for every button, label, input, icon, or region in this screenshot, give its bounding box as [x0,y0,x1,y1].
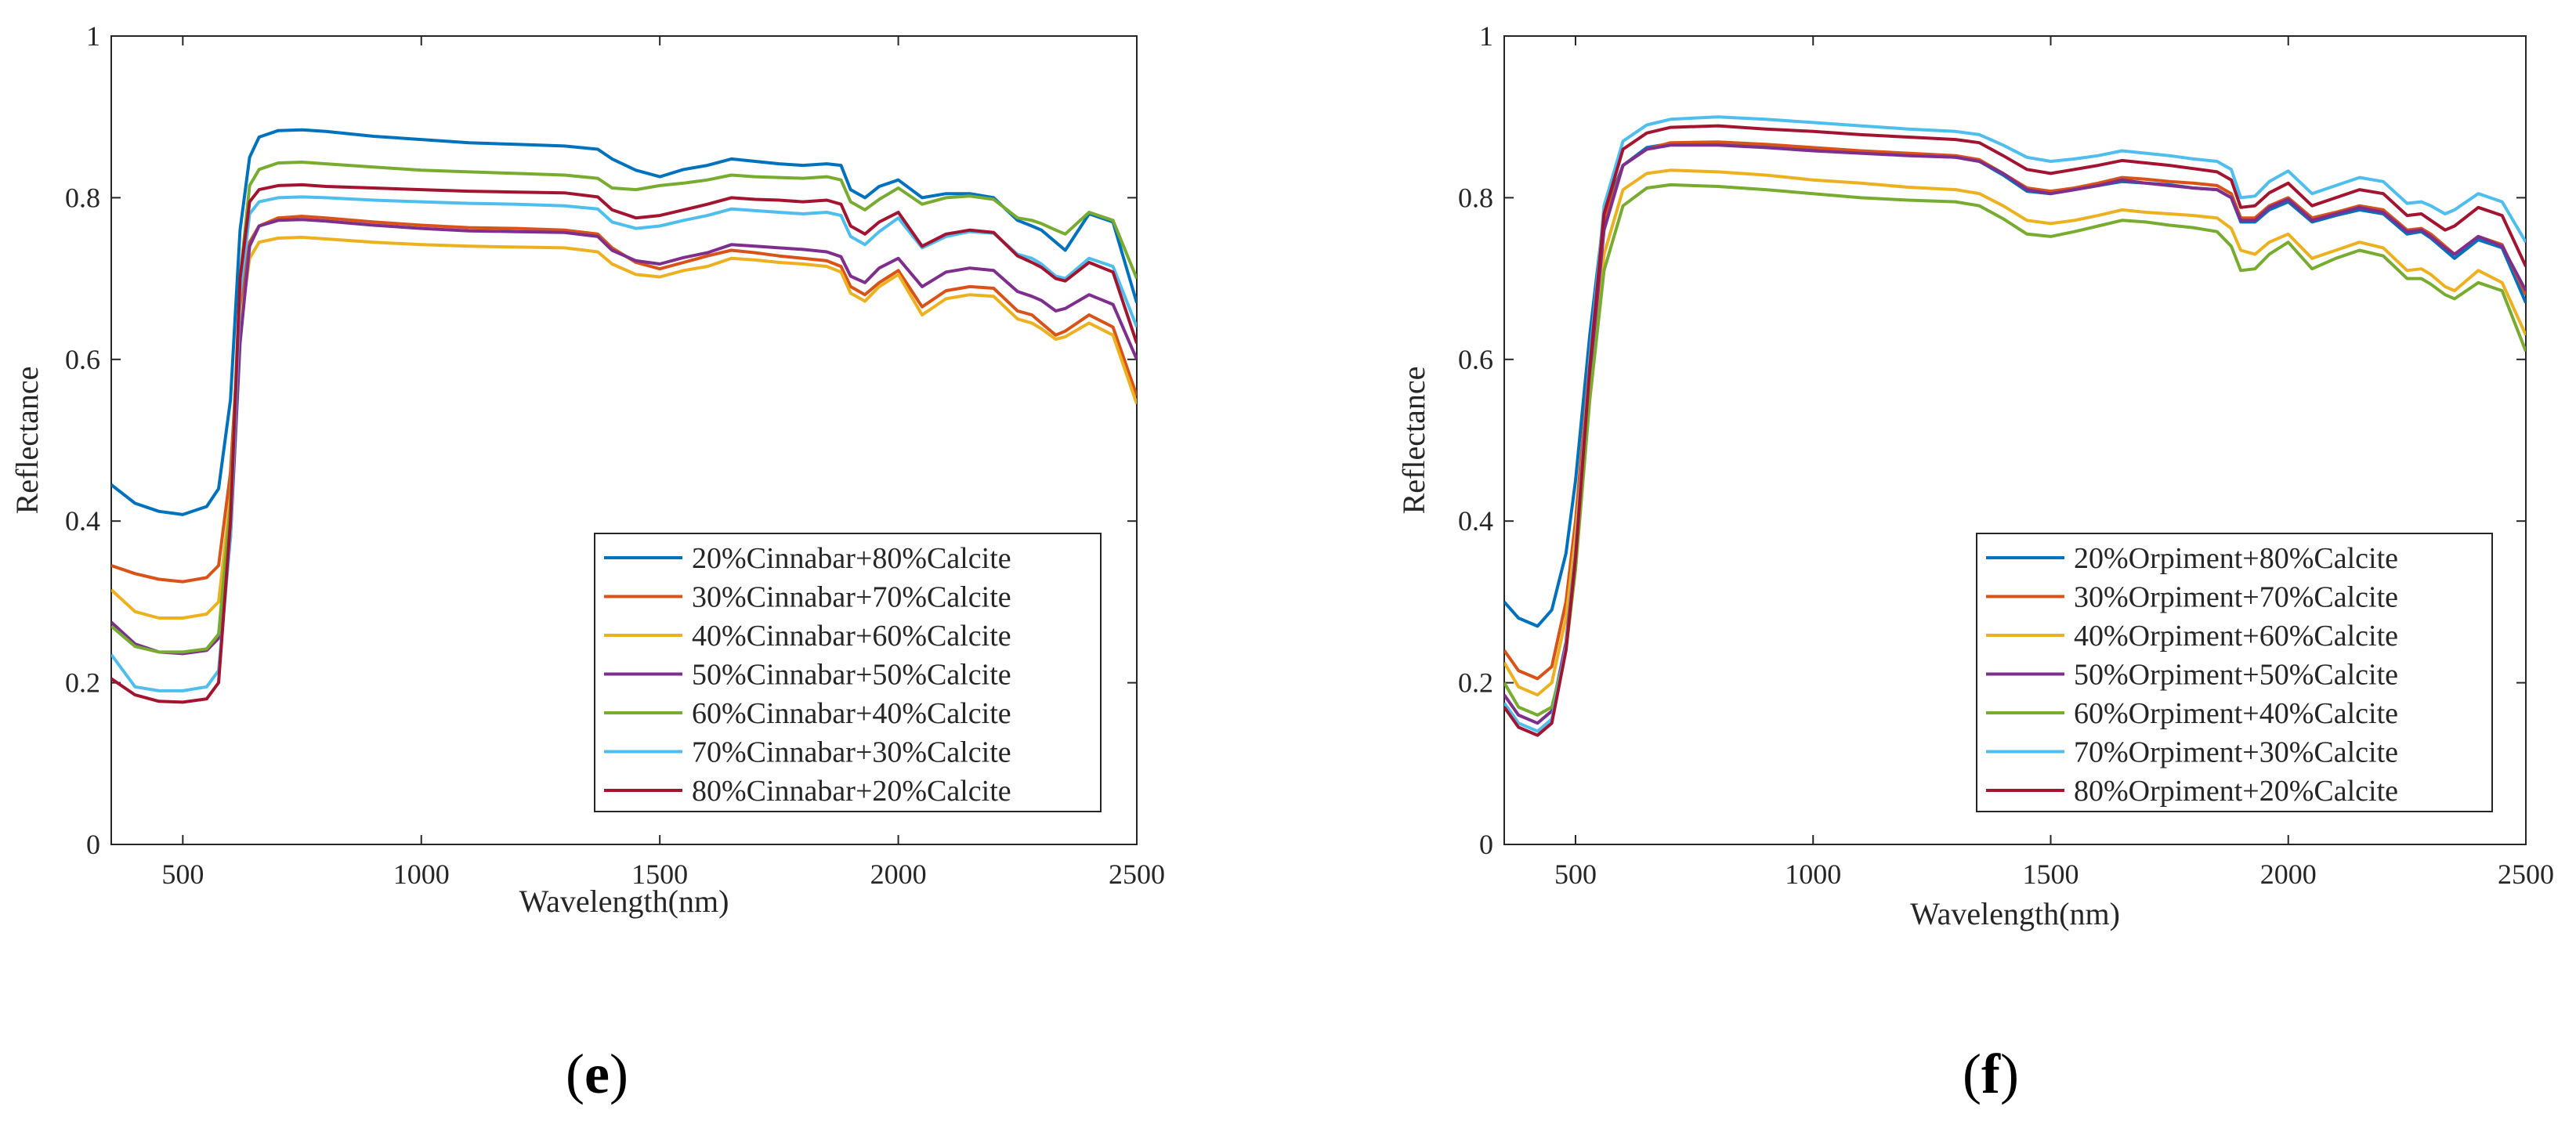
chart-panel-e: 500 1000 1500 2000 2500 0 0.2 0.4 0.6 0.8 1 Wavelen… [9,20,1165,919]
chart-panel-f: 500 1000 1500 2000 2500 0 0.2 0.4 0.6 0.8 1 Wavelen… [1396,20,2554,931]
legend-entry: 20%Orpiment+80%Calcite [2074,542,2398,575]
series-lines [111,128,1137,704]
y-tick-label: 0 [86,829,100,860]
series-line-80-cinnabar-20-calcite [111,183,1137,704]
x-tick-label: 500 [161,859,204,890]
y-axis-label: Reflectance [1396,367,1431,515]
legend-entry: 20%Cinnabar+80%Calcite [692,542,1011,575]
y-tick-label: 0.8 [65,182,100,213]
y-tick-label: 0.6 [1458,344,1493,375]
y-tick-label: 1 [1479,20,1493,52]
y-axis-label: Reflectance [9,367,45,515]
x-tick-label: 1500 [2022,859,2079,890]
y-tick-label: 0.2 [65,667,100,699]
y-tick-label: 0.4 [65,505,100,537]
x-axis-label: Wavelength(nm) [519,884,729,919]
panel-label-close: ) [609,1043,628,1105]
legend-entry: 80%Cinnabar+20%Calcite [692,775,1011,808]
legend-entry: 40%Orpiment+60%Calcite [2074,620,2398,653]
panel-label-f: (f) [1963,1042,2019,1107]
y-tick-label: 0 [1479,829,1493,860]
panel-label-close: ) [1999,1043,2019,1105]
panel-label-letter: e [584,1043,610,1105]
x-tick-label: 1000 [1785,859,1841,890]
series-lines [1504,115,2526,737]
panel-label-letter: f [1981,1043,2000,1105]
legend-entry: 80%Orpiment+20%Calcite [2074,775,2398,808]
series-line-30-cinnabar-70-calcite [111,215,1137,584]
legend-entry: 50%Orpiment+50%Calcite [2074,659,2398,692]
legend-entry: 70%Orpiment+30%Calcite [2074,736,2398,769]
x-tick-label: 1000 [393,859,450,890]
x-axis-label: Wavelength(nm) [1910,896,2120,931]
axes-box [1503,35,2527,845]
series-line-40-orpiment-60-calcite [1504,168,2526,697]
y-tick-label: 0.8 [1458,182,1493,213]
series-line-50-cinnabar-50-calcite [111,218,1137,656]
x-tick-label: 2500 [2498,859,2554,890]
panel-label-e: (e) [566,1042,628,1107]
legend-entry: 70%Cinnabar+30%Calcite [692,736,1011,769]
legend-entry: 30%Orpiment+70%Calcite [2074,581,2398,614]
y-tick-label: 0.4 [1458,505,1493,537]
panel-label-open: ( [1963,1043,1981,1105]
x-tick-label: 2500 [1109,859,1165,890]
x-tick-label: 1500 [631,859,688,890]
legend-entry: 40%Cinnabar+60%Calcite [692,620,1011,653]
series-line-80-orpiment-20-calcite [1504,124,2526,737]
series-line-60-orpiment-40-calcite [1504,183,2526,717]
series-line-50-orpiment-50-calcite [1504,143,2526,725]
x-tick-label: 2000 [870,859,927,890]
legend-entry: 60%Cinnabar+40%Calcite [692,697,1011,730]
series-line-70-orpiment-30-calcite [1504,115,2526,733]
x-tick-label: 2000 [2260,859,2317,890]
y-tick-label: 0.2 [1458,667,1493,699]
x-tick-label: 500 [1554,859,1597,890]
legend-entry: 50%Cinnabar+50%Calcite [692,659,1011,692]
panel-label-open: ( [566,1043,584,1105]
y-tick-label: 1 [86,20,100,52]
legend-entry: 30%Cinnabar+70%Calcite [692,581,1011,614]
axes-box [110,35,1138,845]
y-tick-label: 0.6 [65,344,100,375]
legend-entry: 60%Orpiment+40%Calcite [2074,697,2398,730]
